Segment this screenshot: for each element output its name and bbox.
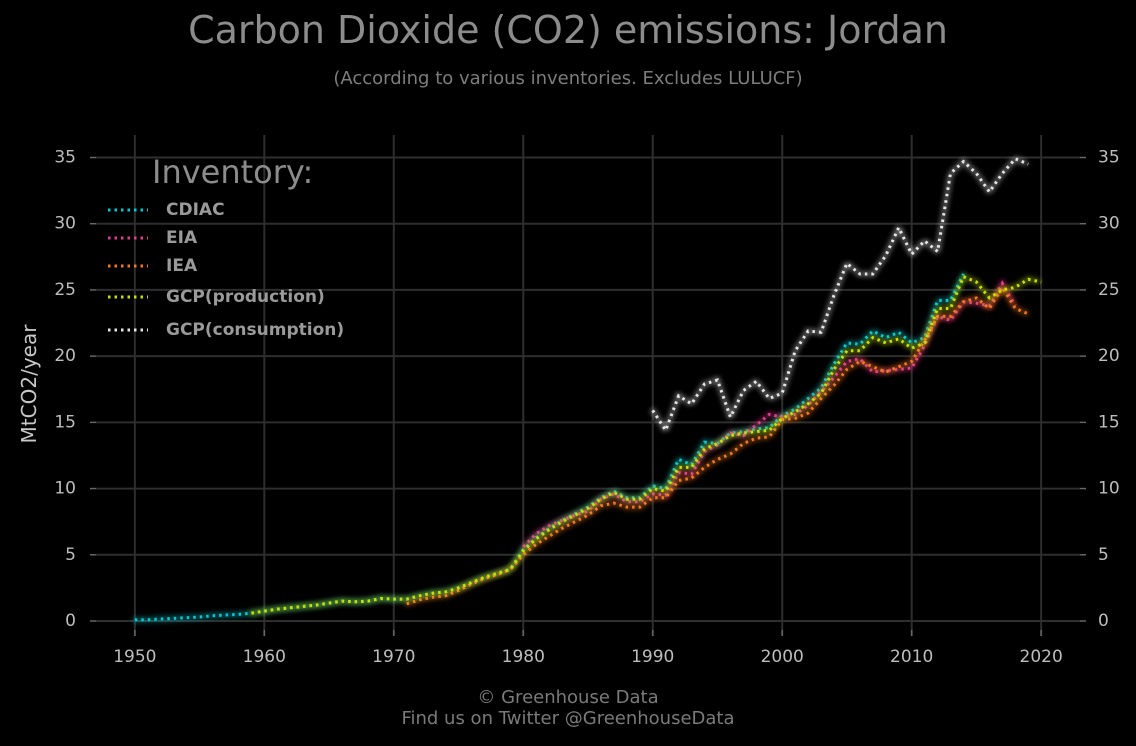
- x-tick-label: 2020: [1020, 647, 1063, 667]
- y-tick-label-right: 20: [1098, 346, 1120, 366]
- x-tick-label: 1960: [243, 647, 286, 667]
- y-tick-label-right: 35: [1098, 148, 1120, 168]
- chart-title: Carbon Dioxide (CO2) emissions: Jordan: [188, 8, 948, 52]
- series-line-iea: [406, 284, 1029, 606]
- legend-label-gcp-production: GCP(production): [166, 287, 325, 307]
- series-line-gcp-consumption: [651, 157, 1029, 434]
- series-line-eia: [522, 280, 1017, 548]
- y-tick-label: 20: [54, 346, 76, 366]
- y-tick-label-right: 0: [1098, 611, 1109, 631]
- y-tick-label: 10: [54, 479, 76, 499]
- y-tick-label: 30: [54, 214, 76, 234]
- x-tick-label: 2010: [890, 647, 933, 667]
- y-tick-label-right: 15: [1098, 412, 1120, 432]
- legend-label-cdiac: CDIAC: [166, 200, 225, 220]
- y-tick-label: 15: [54, 412, 76, 432]
- legend-title: Inventory:: [152, 153, 313, 191]
- legend-label-gcp-consumption: GCP(consumption): [166, 320, 344, 340]
- y-tick-label: 35: [54, 148, 76, 168]
- series-line-gcp-production: [251, 274, 1042, 615]
- x-tick-label: 1980: [502, 647, 545, 667]
- twitter-credit: Find us on Twitter @GreenhouseData: [401, 708, 735, 729]
- legend-label-iea: IEA: [166, 256, 198, 276]
- grid-lines: [96, 135, 1080, 636]
- copyright-text: © Greenhouse Data: [477, 687, 659, 708]
- x-tick-label: 1990: [631, 647, 674, 667]
- y-axis-label: MtCO2/year: [17, 324, 41, 444]
- x-tick-label: 2000: [761, 647, 804, 667]
- x-tick-label: 1970: [372, 647, 415, 667]
- legend-label-eia: EIA: [166, 228, 198, 248]
- y-tick-label-right: 5: [1098, 545, 1109, 565]
- y-tick-label-right: 25: [1098, 280, 1120, 300]
- y-tick-label-right: 30: [1098, 214, 1120, 234]
- y-tick-label: 5: [65, 545, 76, 565]
- chart-subtitle: (According to various inventories. Exclu…: [333, 68, 803, 89]
- legend: Inventory: CDIAC EIA IEA GCP(production) GCP…: [108, 153, 344, 340]
- y-tick-label: 25: [54, 280, 76, 300]
- series-lines: [134, 157, 1042, 622]
- y-tick-label: 0: [65, 611, 76, 631]
- y-tick-label-right: 10: [1098, 479, 1120, 499]
- footer: © Greenhouse Data Find us on Twitter @Gr…: [0, 687, 1136, 729]
- x-tick-label: 1950: [113, 647, 156, 667]
